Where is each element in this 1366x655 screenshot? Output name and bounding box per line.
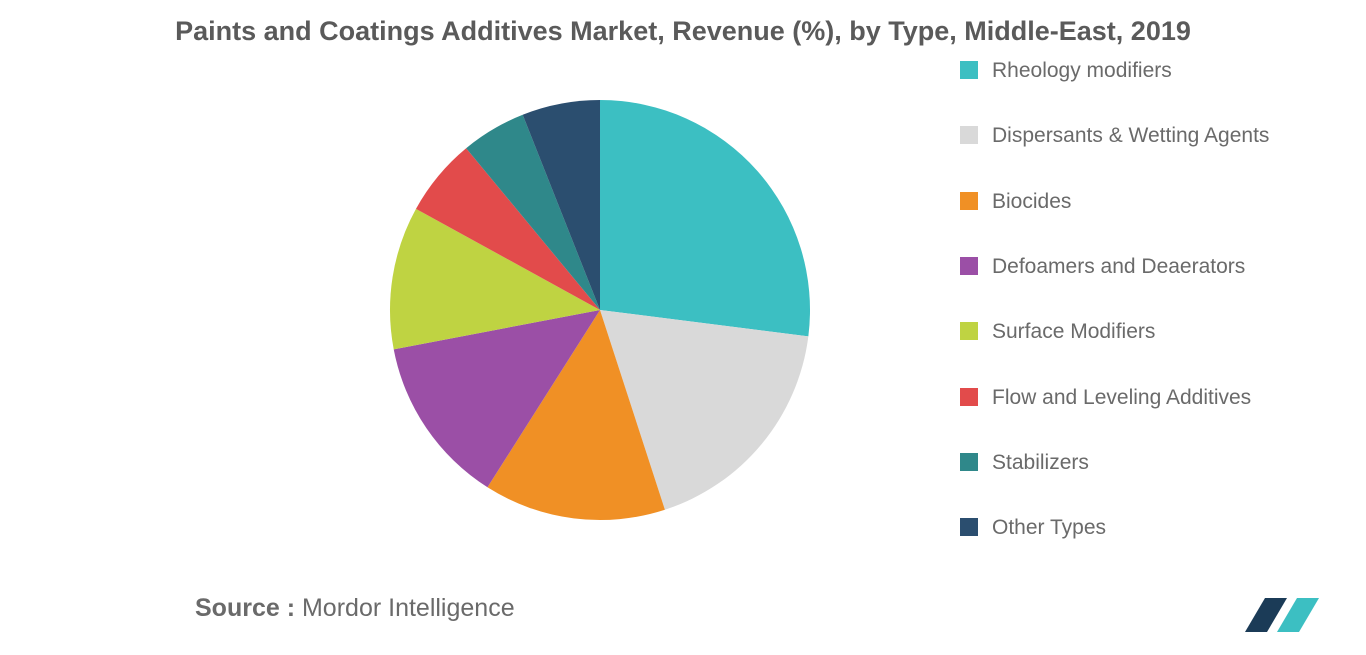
source-attribution: Source : Mordor Intelligence bbox=[195, 594, 515, 623]
legend-item-3: Defoamers and Deaerators bbox=[960, 253, 1280, 281]
legend-item-2: Biocides bbox=[960, 188, 1280, 216]
legend-label: Stabilizers bbox=[992, 449, 1089, 477]
brand-logo bbox=[1237, 590, 1337, 640]
chart-title: Paints and Coatings Additives Market, Re… bbox=[0, 16, 1366, 47]
legend-label: Other Types bbox=[992, 514, 1106, 542]
legend-swatch bbox=[960, 126, 978, 144]
legend-label: Defoamers and Deaerators bbox=[992, 253, 1245, 281]
legend-label: Dispersants & Wetting Agents bbox=[992, 122, 1269, 150]
legend-item-7: Other Types bbox=[960, 514, 1280, 542]
legend: Rheology modifiers Dispersants & Wetting … bbox=[960, 57, 1280, 543]
legend-swatch bbox=[960, 322, 978, 340]
legend-item-1: Dispersants & Wetting Agents bbox=[960, 122, 1280, 150]
chart-container: Paints and Coatings Additives Market, Re… bbox=[0, 0, 1366, 655]
legend-label: Flow and Leveling Additives bbox=[992, 384, 1251, 412]
legend-label: Rheology modifiers bbox=[992, 57, 1172, 85]
legend-item-0: Rheology modifiers bbox=[960, 57, 1280, 85]
legend-swatch bbox=[960, 453, 978, 471]
legend-label: Biocides bbox=[992, 188, 1071, 216]
pie-chart bbox=[388, 98, 812, 522]
legend-swatch bbox=[960, 388, 978, 406]
legend-swatch bbox=[960, 61, 978, 79]
source-label: Source : bbox=[195, 594, 295, 622]
legend-swatch bbox=[960, 257, 978, 275]
legend-swatch bbox=[960, 518, 978, 536]
legend-item-6: Stabilizers bbox=[960, 449, 1280, 477]
legend-label: Surface Modifiers bbox=[992, 318, 1155, 346]
legend-item-4: Surface Modifiers bbox=[960, 318, 1280, 346]
legend-swatch bbox=[960, 192, 978, 210]
source-value: Mordor Intelligence bbox=[302, 594, 515, 622]
legend-item-5: Flow and Leveling Additives bbox=[960, 384, 1280, 412]
pie-slice-0 bbox=[600, 100, 810, 336]
